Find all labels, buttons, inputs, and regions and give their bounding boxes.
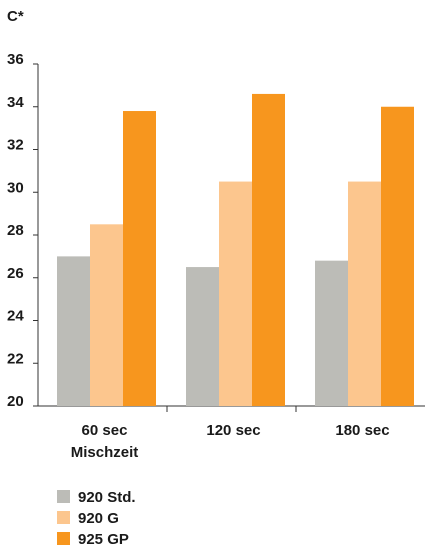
y-tick-label: 22 [7, 350, 24, 367]
bars [57, 93, 414, 407]
legend-label: 920 G [78, 510, 119, 527]
bar-920-std-1 [186, 267, 219, 406]
y-tick-label: 24 [7, 308, 24, 325]
y-axis: 20 22 24 26 28 30 32 34 36 [7, 51, 39, 410]
legend: 920 Std. 920 G 925 GP [57, 489, 136, 548]
legend-label: 925 GP [78, 531, 129, 548]
bar-920-g-1 [219, 181, 252, 406]
y-tick-label: 30 [7, 179, 24, 196]
legend-label: 920 Std. [78, 489, 136, 506]
x-tick-label: 120 sec [206, 422, 260, 439]
y-tick-label: 20 [7, 393, 24, 410]
x-axis-sublabel: Mischzeit [71, 444, 139, 461]
x-tick-label: 60 sec [82, 422, 128, 439]
y-tick-label: 32 [7, 137, 24, 154]
y-tick-label: 36 [7, 51, 24, 68]
legend-swatch [57, 532, 70, 545]
bar-920-std-0 [57, 256, 90, 406]
bar-920-g-0 [90, 224, 123, 406]
y-tick-label: 34 [7, 94, 24, 111]
bar-925-gp-1 [252, 93, 285, 407]
bar-925-gp-2 [381, 106, 414, 406]
legend-swatch [57, 511, 70, 524]
bar-920-std-2 [315, 260, 348, 406]
bar-925-gp-0 [123, 111, 156, 407]
legend-swatch [57, 490, 70, 503]
y-tick-label: 28 [7, 222, 24, 239]
y-tick-label: 26 [7, 265, 24, 282]
y-axis-label: C* [7, 8, 24, 25]
bar-920-g-2 [348, 181, 381, 406]
x-axis: 60 sec Mischzeit 120 sec 180 sec [38, 405, 425, 461]
x-tick-label: 180 sec [335, 422, 389, 439]
